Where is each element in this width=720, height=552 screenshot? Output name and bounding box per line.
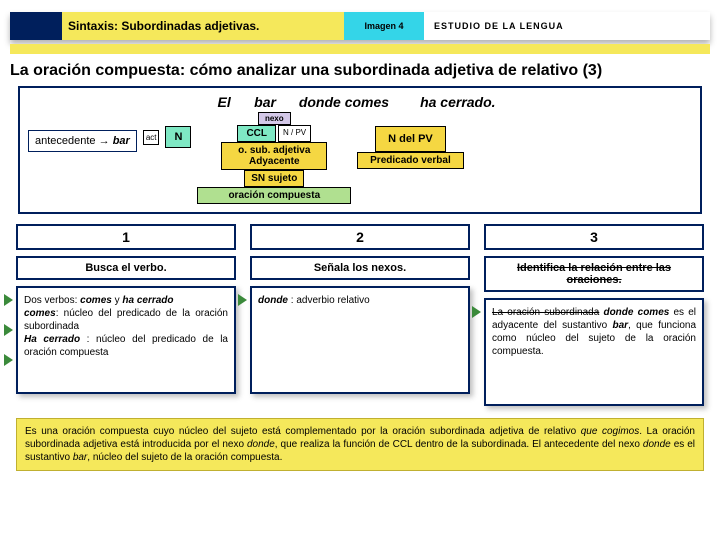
step-body: La oración subordinada donde comes es el… xyxy=(484,298,704,406)
step-number: 1 xyxy=(16,224,236,250)
topbar-navy-block xyxy=(10,12,62,40)
arrow-icon: → xyxy=(99,135,110,147)
bullet-triangle-icon xyxy=(4,354,13,366)
predicado-verbal-box: Predicado verbal xyxy=(357,152,464,169)
npv-box: N / PV xyxy=(278,125,311,142)
antecedente-box: antecedente → bar xyxy=(28,130,137,152)
oracion-compuesta-box: oración compuesta xyxy=(197,187,351,204)
ccl-box: CCL xyxy=(237,125,276,142)
antecedente-word: bar xyxy=(113,135,130,147)
step-column: 1 Busca el verbo. Dos verbos: comes y ha c… xyxy=(16,224,236,406)
sn-sujeto-box: SN sujeto xyxy=(244,170,304,187)
step-body: Dos verbos: comes y ha cerradocomes: núc… xyxy=(16,286,236,394)
word-donde-comes: donde comes xyxy=(289,94,399,110)
step-title: Señala los nexos. xyxy=(250,256,470,280)
main-diagram-box: El bar donde comes ha cerrado. anteceden… xyxy=(18,86,702,214)
step-title: Busca el verbo. xyxy=(16,256,236,280)
antecedente-label: antecedente xyxy=(35,135,99,147)
step-title: Identifica la relación entre las oracion… xyxy=(484,256,704,292)
footer-summary: Es una oración compuesta cuyo núcleo del… xyxy=(16,418,704,471)
step-body: donde : adverbio relativo xyxy=(250,286,470,394)
topbar-title: Sintaxis: Subordinadas adjetivas. xyxy=(62,12,344,40)
n-box: N xyxy=(165,126,191,148)
example-sentence: El bar donde comes ha cerrado. xyxy=(28,94,692,110)
diagram-stack-center: nexo CCL N / PV o. sub. adjetiva Adyacen… xyxy=(197,112,351,204)
step-number: 3 xyxy=(484,224,704,250)
diagram-stack-right: N del PV Predicado verbal xyxy=(357,112,464,169)
word-ha-cerrado: ha cerrado. xyxy=(403,94,513,110)
bullet-triangle-icon xyxy=(4,324,13,336)
topbar-badge: Imagen 4 xyxy=(344,12,424,40)
step-column: 2 Señala los nexos. donde : adverbio relat… xyxy=(250,224,470,406)
act-box: act xyxy=(143,130,160,145)
osub-line1: o. sub. adjetiva xyxy=(226,145,322,156)
bullet-triangle-icon xyxy=(238,294,247,306)
step-column: 3 Identifica la relación entre las oracio… xyxy=(484,224,704,406)
section-title: La oración compuesta: cómo analizar una … xyxy=(0,54,720,86)
n-del-pv-box: N del PV xyxy=(375,126,446,152)
nexo-label: nexo xyxy=(258,112,291,125)
bullet-triangle-icon xyxy=(4,294,13,306)
step-number: 2 xyxy=(250,224,470,250)
topbar-label: ESTUDIO DE LA LENGUA xyxy=(424,12,710,40)
osub-box: o. sub. adjetiva Adyacente xyxy=(221,142,327,170)
steps-row: 1 Busca el verbo. Dos verbos: comes y ha c… xyxy=(16,224,704,406)
osub-line2: Adyacente xyxy=(226,156,322,167)
word-el: El xyxy=(207,94,241,110)
syntax-diagram: antecedente → bar act N nexo CCL N / PV … xyxy=(28,112,692,204)
topbar: Sintaxis: Subordinadas adjetivas. Imagen… xyxy=(10,12,710,40)
bullet-triangle-icon xyxy=(472,306,481,318)
word-bar: bar xyxy=(245,94,285,110)
yellow-strip xyxy=(10,44,710,54)
